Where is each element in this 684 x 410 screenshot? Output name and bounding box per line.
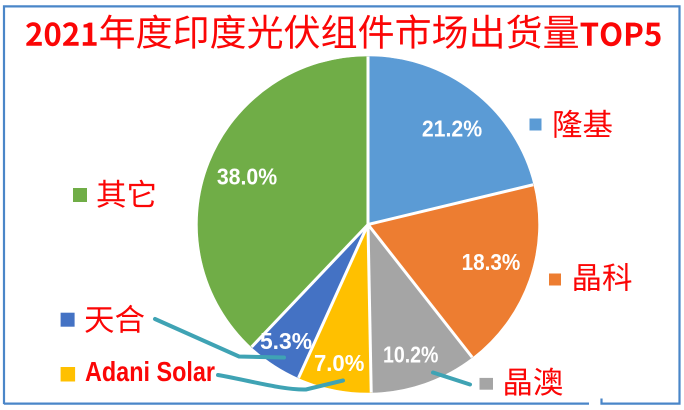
svg-text:38.0%: 38.0%: [217, 164, 277, 190]
svg-text:7.0%: 7.0%: [314, 350, 364, 376]
svg-text:5.3%: 5.3%: [260, 328, 312, 354]
svg-text:10.2%: 10.2%: [383, 342, 439, 368]
svg-text:18.3%: 18.3%: [462, 249, 521, 275]
svg-text:Adani Solar: Adani Solar: [85, 356, 215, 387]
svg-text:21.2%: 21.2%: [422, 116, 482, 142]
